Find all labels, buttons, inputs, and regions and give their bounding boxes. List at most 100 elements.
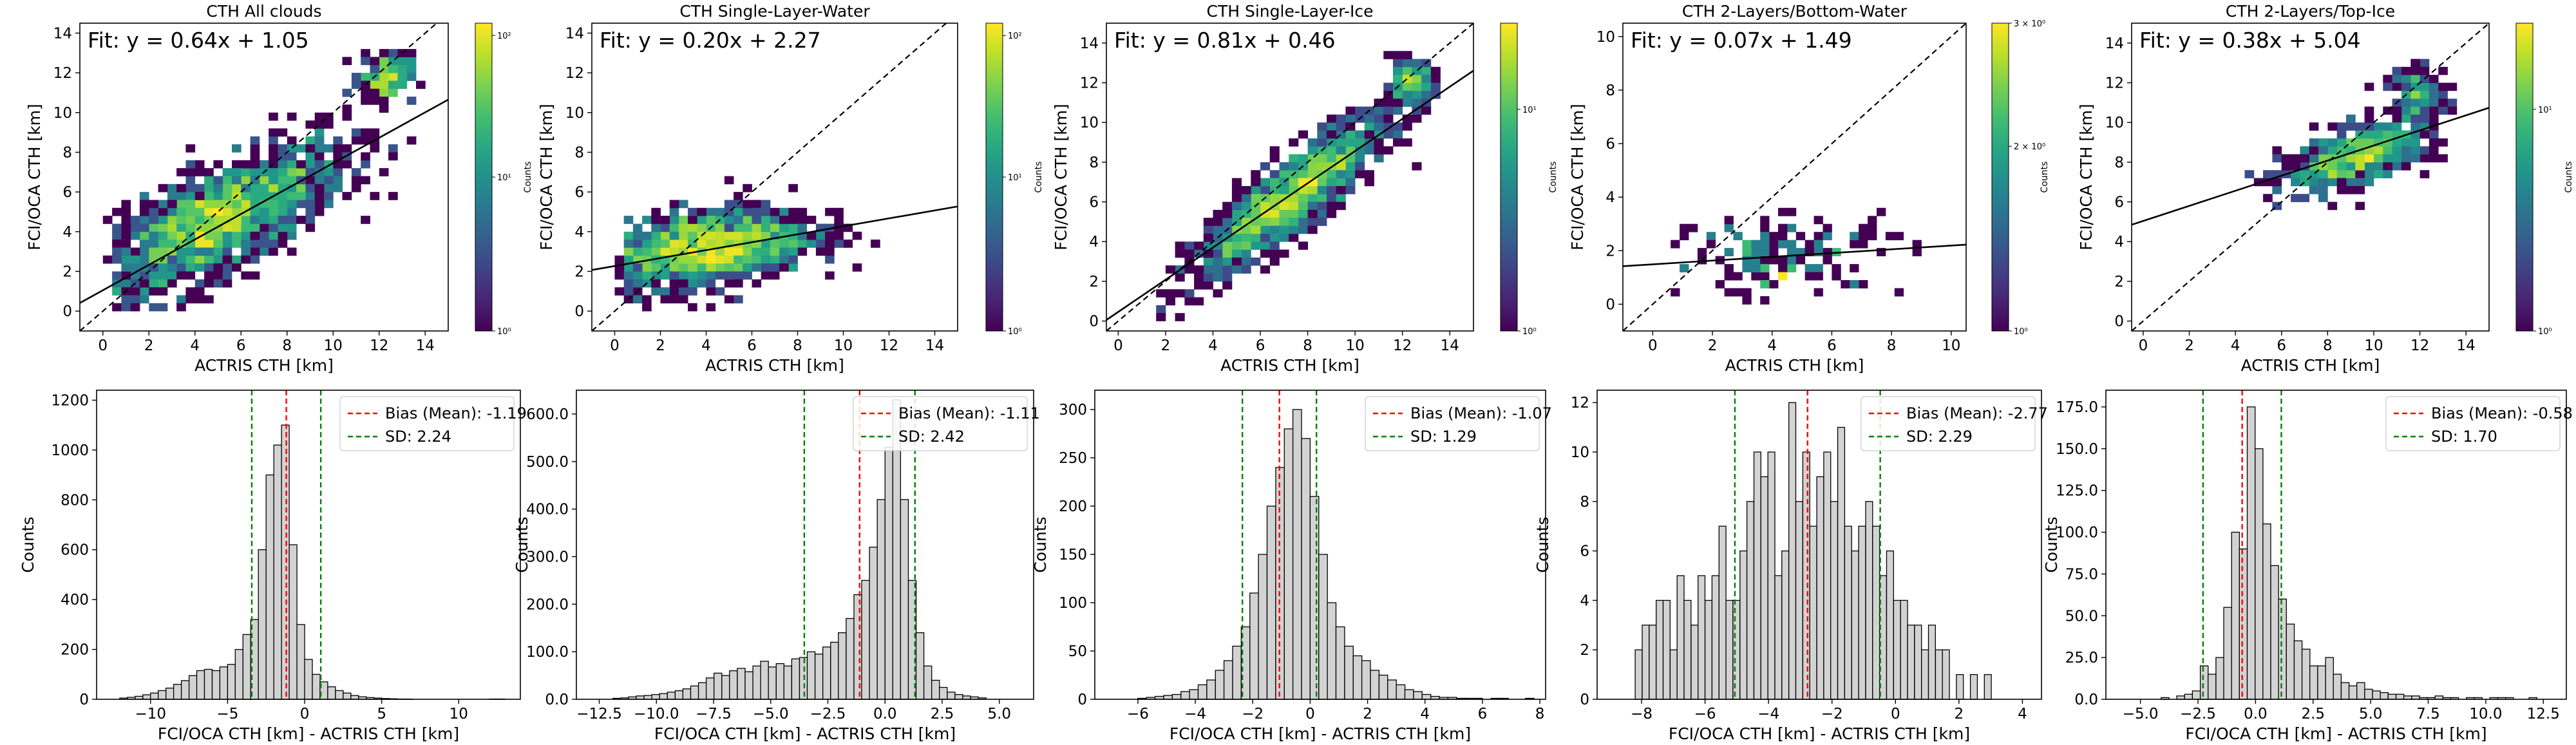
heatmap-cell	[149, 231, 158, 240]
heatmap-cell	[194, 184, 205, 193]
heatmap-cell	[1393, 99, 1403, 107]
heatmap-cell	[287, 216, 297, 224]
heatmap-cell	[397, 80, 408, 90]
heatmap-cell	[370, 192, 380, 200]
histogram-bar	[814, 654, 824, 700]
heatmap-cell	[2291, 178, 2300, 187]
histogram-bar	[1189, 689, 1199, 700]
heatmap-cell	[642, 295, 652, 304]
heatmap-cell	[222, 168, 232, 176]
heatmap-cell	[1298, 218, 1308, 226]
heatmap-cell	[1279, 218, 1289, 226]
heatmap-cell	[651, 216, 661, 224]
heatmap-cell	[2374, 170, 2383, 178]
heatmap-cell	[241, 271, 251, 280]
panel-title: CTH 2-Layers/Bottom-Water	[1682, 2, 1908, 21]
heatmap-cell	[743, 271, 752, 280]
y-tick-label: 200.0	[526, 596, 569, 613]
x-axis-label: ACTRIS CTH [km]	[194, 356, 334, 375]
heatmap-cell	[1393, 130, 1403, 139]
heatmap-cell	[1421, 90, 1432, 99]
heatmap-cell	[2410, 66, 2420, 75]
histogram-bar	[2223, 607, 2232, 700]
heatmap-cell	[287, 207, 297, 216]
heatmap-cell	[1231, 209, 1242, 218]
heatmap-cell	[2272, 154, 2282, 163]
heatmap-cell	[149, 216, 158, 224]
heatmap-cell	[2355, 138, 2365, 147]
histogram-bar	[2215, 657, 2224, 700]
heatmap-cell	[1156, 313, 1166, 321]
heatmap-cell	[642, 240, 652, 248]
heatmap-cell	[241, 255, 251, 264]
heatmap-cell	[232, 168, 242, 176]
heatmap-cell	[176, 255, 186, 264]
heatmap-cell	[269, 128, 278, 137]
identity-line	[2131, 23, 2490, 332]
y-tick-label: 6	[1580, 543, 1589, 560]
heatmap-cell	[1194, 273, 1204, 282]
heatmap-cell	[2410, 154, 2420, 163]
y-tick-label: 8	[1580, 494, 1589, 511]
x-tick-label: −10	[135, 706, 166, 722]
heatmap-cell	[1402, 99, 1412, 107]
heatmap-cell	[734, 231, 743, 240]
heatmap-cell	[2327, 122, 2338, 131]
heatmap-cell	[112, 287, 122, 296]
y-tick-label: 0	[574, 303, 584, 320]
heatmap-cell	[1260, 249, 1271, 258]
heatmap-cell	[1374, 106, 1384, 115]
heatmap-cell	[2309, 122, 2319, 131]
heatmap-cell	[185, 207, 196, 216]
heatmap-cell	[743, 255, 752, 264]
x-tick-label: 4	[190, 337, 200, 354]
histogram-bar	[1956, 674, 1964, 700]
heatmap-cell	[1402, 51, 1412, 59]
heatmap-cell	[1260, 265, 1271, 274]
heatmap-cell	[213, 263, 223, 272]
heatmap-cell	[688, 207, 697, 216]
histogram-bar	[752, 665, 761, 700]
heatmap-cell	[2364, 178, 2374, 187]
heatmap-cell	[825, 231, 835, 240]
heatmap-cell	[269, 144, 278, 153]
heatmap-cell	[797, 207, 808, 216]
heatmap-cell	[1760, 272, 1770, 281]
heatmap-cell	[1327, 154, 1337, 163]
heatmap-cell	[1231, 225, 1242, 234]
y-tick-label: 1000	[51, 442, 89, 459]
colorbar-tick-label: 2 × 10⁰	[2014, 142, 2045, 152]
heatmap-cell	[678, 240, 688, 248]
histogram-bar	[1309, 496, 1320, 700]
heatmap-cell	[342, 57, 352, 66]
heatmap-cell	[2420, 59, 2430, 68]
heatmap-cell	[1733, 288, 1743, 297]
heatmap-cell	[761, 247, 771, 256]
heatmap-cell	[185, 192, 196, 200]
histogram-bar	[350, 695, 359, 700]
heatmap-cell	[1393, 59, 1403, 68]
heatmap-cell	[1778, 232, 1788, 241]
heatmap-cell	[678, 271, 688, 280]
fit-annotation: Fit: y = 0.07x + 1.49	[1631, 28, 1852, 53]
histogram-bar	[1927, 625, 1936, 700]
x-tick-label: 10	[834, 337, 853, 354]
colorbar	[1500, 23, 1518, 332]
heatmap-cell	[1231, 202, 1242, 211]
heatmap-cell	[250, 192, 260, 200]
heatmap-cell	[734, 255, 743, 264]
y-tick-label: 12	[2105, 75, 2124, 92]
heatmap-cell	[324, 144, 334, 153]
heatmap-cell	[2438, 66, 2448, 75]
heatmap-cell	[1706, 232, 1716, 241]
heatmap-cell	[1222, 265, 1233, 274]
histogram-bar	[1223, 660, 1233, 700]
y-axis-label: FCI/OCA CTH [km]	[2077, 104, 2096, 250]
heatmap-cell	[1269, 233, 1280, 242]
heatmap-cell	[1222, 241, 1233, 250]
heatmap-cell	[669, 247, 679, 256]
heatmap-cell	[1850, 240, 1859, 249]
histogram-bar	[838, 632, 847, 700]
heatmap-cell	[2355, 185, 2365, 194]
histogram-bar	[1781, 550, 1790, 700]
